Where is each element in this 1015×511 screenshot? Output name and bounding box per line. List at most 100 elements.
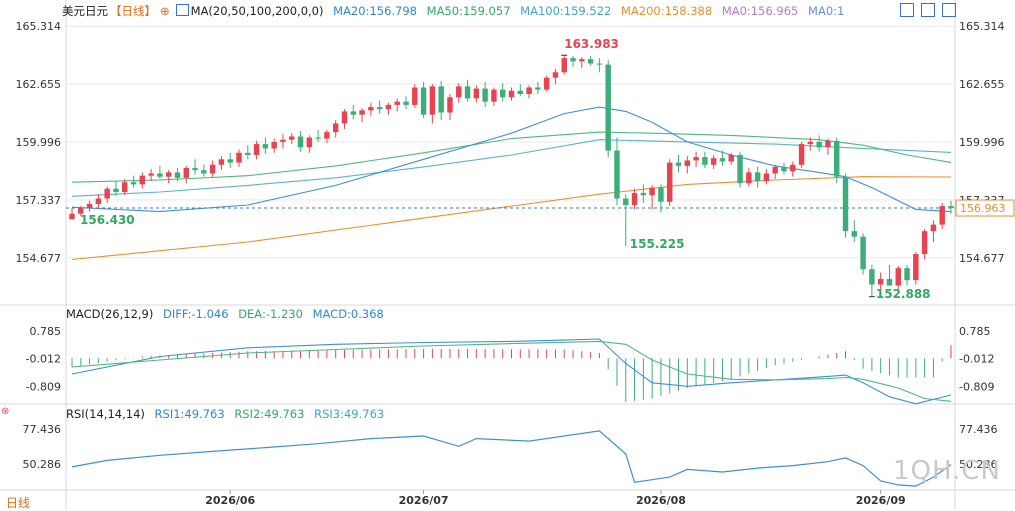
expand-icon[interactable] (900, 3, 914, 17)
candle-body (289, 136, 295, 140)
last-price-value: 156.963 (960, 202, 1006, 215)
price-tick-left: 165.314 (16, 20, 62, 33)
ma-title: MA(20,50,100,200,0,0) (190, 4, 324, 18)
candle-body (728, 154, 734, 162)
candle-body (262, 144, 269, 149)
candle-body (526, 87, 532, 95)
high-annotation: 163.983 (564, 37, 619, 51)
close-icon[interactable] (942, 3, 956, 17)
macd-tick-right: -0.809 (959, 381, 994, 394)
candle-body (702, 157, 708, 165)
price-tick-left: 154.677 (16, 252, 62, 265)
candle-body (684, 160, 691, 166)
candle-body (658, 187, 664, 202)
rsi-title: RSI(14,14,14) (66, 407, 145, 421)
candle-body (552, 72, 559, 78)
watermark: 1QH.CN (893, 456, 1001, 486)
ma0-value-b: MA0:1 (808, 4, 845, 18)
candle-body (904, 268, 910, 281)
candle-body (834, 140, 840, 177)
macd-dea-line (71, 340, 952, 402)
rsi-tick-left: 77.436 (23, 423, 62, 436)
candle-body (719, 158, 726, 162)
candle-body (596, 63, 603, 65)
candle-body (456, 86, 462, 98)
fullscreen-icon[interactable] (921, 3, 935, 17)
candle-body (561, 58, 567, 73)
candle-body (403, 101, 409, 105)
candle-body (368, 107, 374, 111)
candle-body (614, 150, 620, 199)
candle-body (517, 90, 524, 95)
candle-body (605, 64, 611, 151)
rsi-tick-left: 50.286 (23, 458, 62, 471)
candle-body (754, 172, 761, 182)
candle-body (227, 159, 233, 163)
candle-body (482, 88, 488, 102)
price-tick-left: 162.655 (16, 78, 62, 91)
rsi3-value: RSI3:49.763 (314, 407, 385, 421)
time-tick-label: 2026/09 (856, 494, 906, 507)
candle-body (790, 164, 796, 172)
candle-body (913, 254, 919, 281)
candle-body (429, 86, 436, 115)
candle-body (772, 166, 778, 174)
time-tick-label: 2026/06 (205, 494, 255, 507)
candle-body (139, 175, 146, 185)
candle-body (746, 172, 752, 184)
ma-indicator-icon[interactable] (175, 4, 189, 16)
candle-body (877, 279, 884, 285)
low-annotation-a: 156.430 (80, 213, 135, 227)
price-tick-right: 162.655 (959, 78, 1005, 91)
ma50-line (71, 131, 952, 183)
candle-body (948, 206, 954, 209)
rsi-tick-right: 77.436 (959, 423, 998, 436)
time-tick-label: 2026/07 (399, 494, 449, 507)
candle-body (253, 144, 260, 155)
candle-body (148, 173, 154, 176)
candle-body (640, 193, 647, 196)
candle-body (464, 86, 471, 99)
settings-icon[interactable]: ⊕ (160, 4, 170, 18)
ma100-line (71, 139, 952, 197)
candle-body (895, 268, 901, 286)
price-header: 美元日元 【日线】 ⊕ MA(20,50,100,200,0,0) MA20:156.… (62, 4, 850, 18)
candle-body (579, 59, 585, 62)
candle-body (122, 182, 128, 192)
candle-body (157, 173, 163, 177)
candle-body (245, 152, 251, 155)
candle-body (623, 198, 629, 206)
candle-body (192, 168, 198, 171)
ma20-line (71, 106, 952, 213)
rsi1-value: RSI1:49.763 (154, 407, 225, 421)
low-annotation-c: 152.888 (876, 287, 931, 301)
candle-body (218, 159, 225, 165)
candle-body (921, 231, 928, 255)
candle-body (675, 162, 682, 166)
candle-body (798, 144, 805, 165)
period-tag[interactable]: 【日线】 (110, 4, 156, 18)
candle-body (420, 87, 427, 115)
candle-body (763, 173, 770, 182)
ma100-value: MA100:159.522 (520, 4, 612, 18)
candle-body (183, 168, 189, 178)
rsi-marker-icon: ⊛ (1, 406, 10, 417)
symbol-label: 美元日元 (62, 4, 108, 18)
candle-body (869, 269, 875, 285)
candle-body (499, 89, 506, 98)
candle-body (280, 139, 286, 142)
period-footer[interactable]: 日线 (6, 496, 31, 510)
candle-body (649, 187, 655, 196)
candle-body (69, 213, 75, 220)
candle-body (394, 101, 400, 105)
candle-body (710, 158, 717, 165)
macd-header: MACD(26,12,9) DIFF:-1.046 DEA:-1.230 MAC… (66, 307, 390, 321)
candle-body (930, 224, 937, 232)
candle-body (886, 279, 893, 286)
candle-body (543, 77, 550, 90)
candle-body (297, 136, 304, 148)
candle-body (201, 170, 207, 174)
candle-body (359, 110, 365, 115)
